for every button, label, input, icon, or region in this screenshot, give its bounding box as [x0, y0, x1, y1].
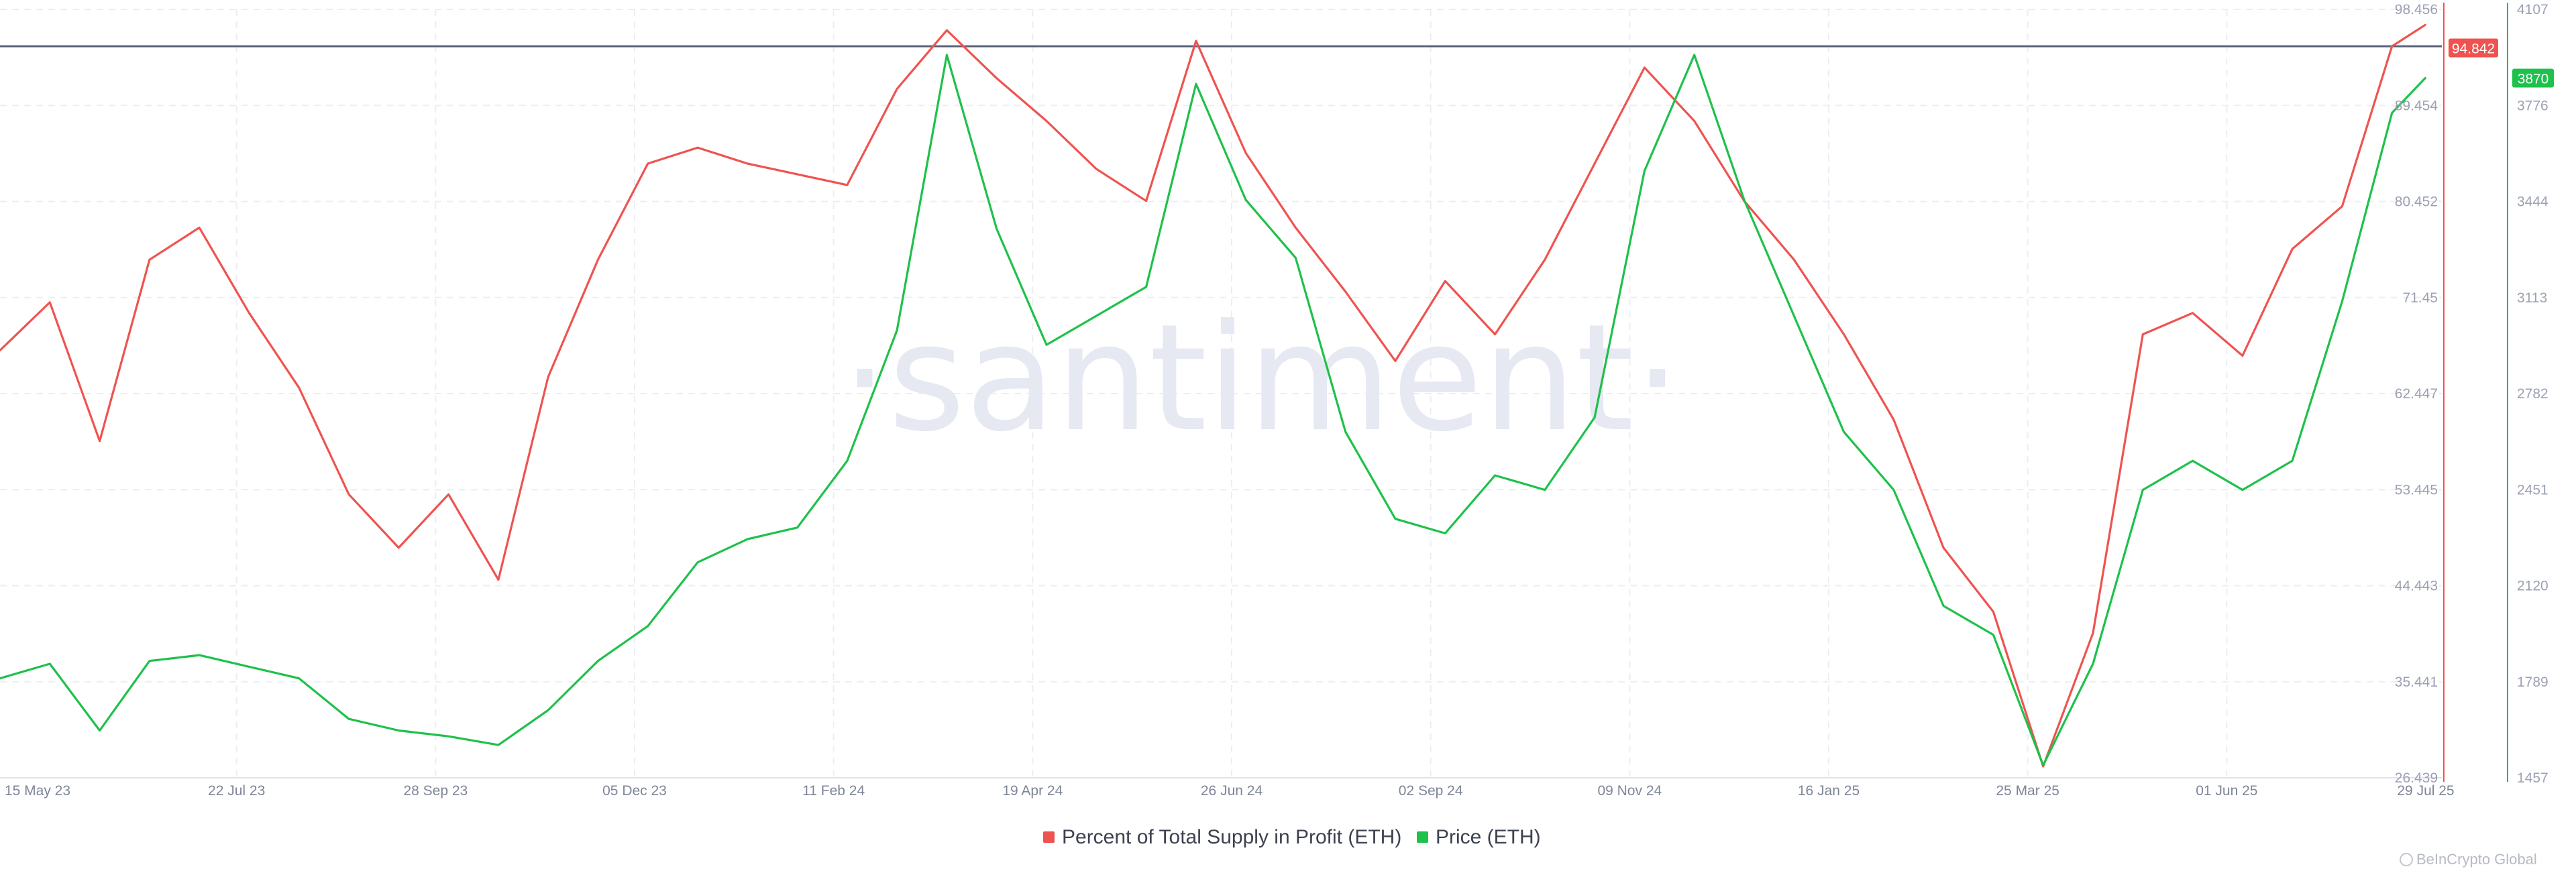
- legend-label-supply: Percent of Total Supply in Profit (ETH): [1062, 826, 1401, 848]
- left-axis-tick-label: 26.439: [2395, 770, 2438, 786]
- x-axis-tick-label: 09 Nov 24: [1597, 783, 1662, 799]
- credit-logo-icon: [2400, 853, 2413, 866]
- legend-swatch-price: [1417, 831, 1428, 843]
- supply-current-value-label: 94.842: [2452, 42, 2495, 57]
- x-axis-tick-label: 22 Jul 23: [208, 783, 265, 799]
- credit: BeInCrypto Global: [2400, 851, 2537, 868]
- x-axis-tick-label: 28 Sep 23: [403, 783, 468, 799]
- price-current-value-badge: [2512, 68, 2554, 88]
- x-axis-tick-label: 11 Feb 24: [802, 783, 865, 799]
- watermark: ·santiment·: [841, 292, 1680, 464]
- x-axis-tick-label: 26 Jun 24: [1201, 783, 1263, 799]
- legend-item-price[interactable]: Price (ETH): [1417, 826, 1541, 848]
- supply-current-value-badge: [2449, 38, 2498, 58]
- credit-text: BeInCrypto Global: [2416, 851, 2537, 868]
- right-axis-tick-label: 3113: [2517, 290, 2547, 306]
- legend-swatch-supply: [1043, 831, 1055, 843]
- series-line-price: [0, 54, 2426, 767]
- right-axis-tick-label: 2782: [2517, 386, 2548, 402]
- price-current-value-label: 3870: [2518, 71, 2549, 86]
- legend-label-price: Price (ETH): [1436, 826, 1541, 848]
- left-axis-tick-label: 35.441: [2395, 675, 2438, 690]
- right-axis-tick-label: 2451: [2517, 482, 2548, 498]
- right-axis-tick-label: 1457: [2517, 770, 2548, 786]
- x-axis-tick-label: 05 Dec 23: [602, 783, 667, 799]
- right-axis-tick-label: 3444: [2517, 194, 2548, 210]
- left-axis-tick-label: 62.447: [2395, 386, 2438, 402]
- right-axis-tick-label: 4107: [2517, 2, 2548, 17]
- legend-item-supply[interactable]: Percent of Total Supply in Profit (ETH): [1043, 826, 1401, 848]
- left-axis-tick-label: 89.454: [2395, 98, 2438, 113]
- axis-labels: 98.456 89.454 80.452 71.45 62.447 53.445 44.44…: [5, 2, 2548, 799]
- x-axis-tick-label: 01 Jun 25: [2196, 783, 2257, 799]
- x-axis-tick-label: 02 Sep 24: [1399, 783, 1463, 799]
- left-axis-tick-label: 80.452: [2395, 194, 2438, 210]
- current-value-badges: 94.842 3870: [2449, 38, 2554, 88]
- right-axis-tick-label: 1789: [2517, 675, 2548, 690]
- right-axis-tick-label: 3776: [2517, 98, 2548, 113]
- x-axis-tick-label: 29 Jul 25: [2397, 783, 2454, 799]
- left-axis-tick-label: 98.456: [2395, 2, 2438, 17]
- x-axis-tick-label: 16 Jan 25: [1798, 783, 1860, 799]
- left-axis-tick-label: 53.445: [2395, 482, 2438, 498]
- left-axis-tick-label: 71.45: [2402, 290, 2438, 306]
- x-axis-tick-label: 15 May 23: [5, 783, 70, 799]
- x-axis-tick-label: 19 Apr 24: [1002, 783, 1063, 799]
- x-axis-tick-label: 25 Mar 25: [1996, 783, 2059, 799]
- axes: [0, 3, 2508, 782]
- right-axis-tick-label: 2120: [2517, 579, 2548, 594]
- left-axis-tick-label: 44.443: [2395, 579, 2438, 594]
- series-lines: [0, 23, 2426, 768]
- legend: Percent of Total Supply in Profit (ETH) …: [1043, 826, 1541, 848]
